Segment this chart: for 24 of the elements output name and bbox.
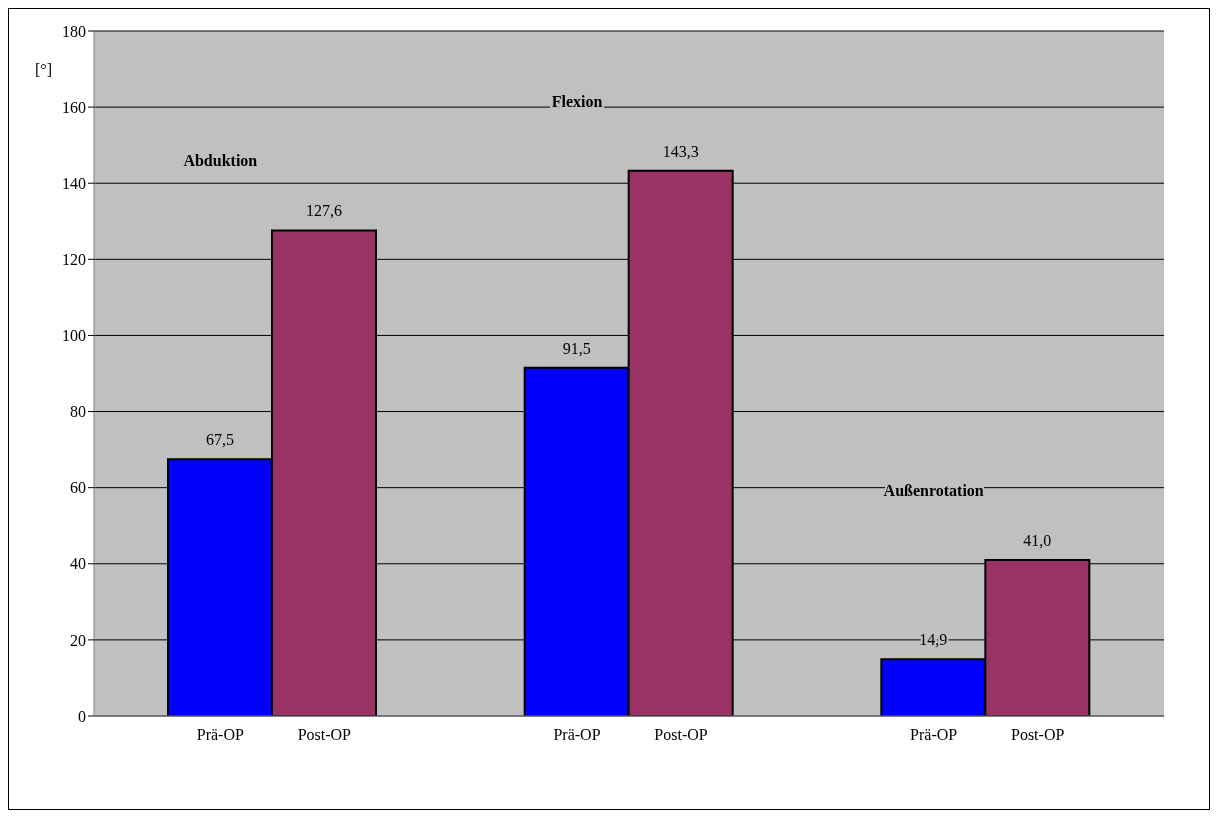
- y-tick-label: 160: [62, 98, 86, 116]
- text: Prä-OP: [910, 726, 958, 743]
- series-label: Post-OP: [297, 726, 352, 743]
- data-label: 67,5: [206, 431, 234, 449]
- y-tick-label: 20: [70, 631, 86, 649]
- text: Post-OP: [1010, 726, 1065, 743]
- y-tick-label: 80: [70, 403, 86, 421]
- y-tick-label: 100: [62, 327, 86, 345]
- x-tick-label: Flexion: [551, 92, 603, 110]
- y-tick-label: 0: [78, 707, 86, 725]
- y-tick-label: 120: [62, 251, 86, 269]
- y-axis-title: [°]: [35, 61, 53, 79]
- data-label: 127,6: [306, 202, 342, 220]
- text: Post-OP: [654, 726, 708, 743]
- x-tick-label: Abduktion: [183, 152, 258, 170]
- y-tick-label: 140: [62, 174, 86, 192]
- data-label: 143,3: [662, 142, 699, 160]
- y-tick-label: 180: [62, 22, 86, 40]
- text: Prä-OP: [553, 726, 601, 743]
- y-tick-label: 60: [70, 479, 86, 497]
- y-tick-label: 40: [70, 555, 86, 573]
- data-label: 91,5: [562, 339, 591, 357]
- data-label: 41,0: [1023, 531, 1052, 549]
- series-label: Prä-OP: [196, 726, 244, 743]
